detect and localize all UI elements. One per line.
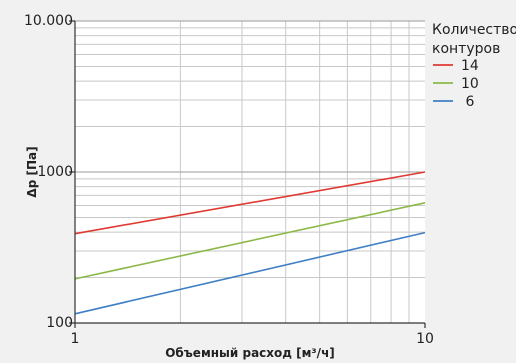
legend-label-14: 14 [461, 58, 479, 74]
x-tick-label: 10 [416, 331, 434, 347]
series-line-6 [74, 231, 426, 315]
y-axis-title: Δp [Па] [25, 146, 39, 197]
y-tick-label: 10.000 [24, 13, 73, 29]
x-tick-label: 1 [71, 331, 80, 347]
legend-title-line-2: контуров [432, 41, 500, 57]
legend-label-10: 10 [461, 76, 479, 92]
series-lines [74, 171, 426, 315]
y-tick-label: 1000 [37, 164, 73, 180]
tick-labels: 100 1000 10.000 1 10 [24, 13, 434, 347]
series-line-14 [74, 171, 426, 235]
y-tick-label: 100 [46, 315, 73, 331]
legend: Количество контуров 14 10 6 [432, 22, 516, 110]
series-line-10 [74, 202, 426, 280]
grid [75, 20, 425, 324]
legend-items: 14 10 6 [433, 58, 479, 110]
axes [69, 20, 426, 328]
legend-label-6: 6 [461, 94, 474, 110]
x-axis-title: Объемный расход [м³/ч] [165, 346, 335, 360]
legend-title-line-1: Количество [432, 22, 516, 38]
